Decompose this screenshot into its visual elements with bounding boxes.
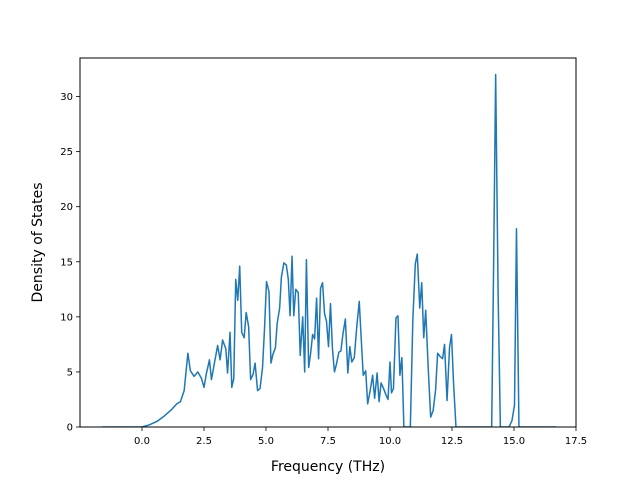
- y-tick-label: 25: [60, 147, 73, 158]
- y-tick-label: 5: [67, 367, 73, 378]
- x-axis-label: Frequency (THz): [271, 459, 385, 475]
- x-tick-label: 10.0: [379, 436, 401, 447]
- y-axis-label: Density of States: [30, 183, 46, 303]
- axes-frame: [79, 57, 577, 428]
- y-tick-label: 20: [60, 202, 73, 213]
- x-tick-label: 12.5: [441, 436, 463, 447]
- x-tick-label: 15.0: [503, 436, 525, 447]
- y-axis-ticks: 0 5 10 15 20 25 30: [60, 92, 80, 434]
- y-tick-label: 15: [60, 257, 73, 268]
- x-tick-label: 7.5: [320, 436, 336, 447]
- plot-area: [102, 73, 557, 427]
- x-axis-ticks: 0.0 2.5 5.0 7.5 10.0 12.5 15.0 17.5: [134, 427, 587, 447]
- y-tick-label: 0: [67, 423, 73, 434]
- y-tick-label: 30: [60, 92, 73, 103]
- x-tick-label: 17.5: [565, 436, 587, 447]
- y-tick-label: 10: [60, 312, 73, 323]
- x-tick-label: 0.0: [134, 436, 150, 447]
- series-line-0: [102, 73, 557, 427]
- x-tick-label: 2.5: [196, 436, 212, 447]
- x-tick-label: 5.0: [258, 436, 274, 447]
